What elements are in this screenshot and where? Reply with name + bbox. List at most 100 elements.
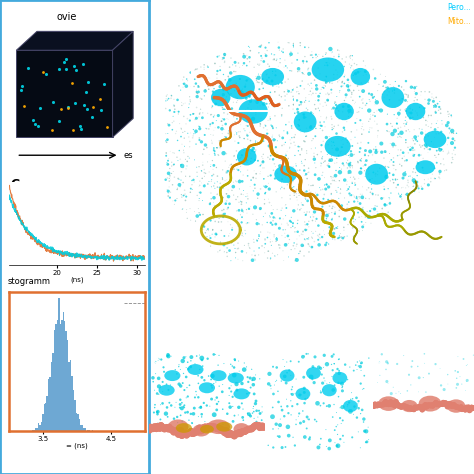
Point [332,146,340,153]
Point [336,47,343,55]
Point [356,228,363,235]
Point [201,85,209,93]
Point [411,107,419,115]
Point [243,190,251,197]
Point [182,197,189,204]
Point [444,141,451,148]
Point [396,151,404,159]
Point [64,104,71,112]
Point [299,69,306,76]
Point [329,149,337,156]
Point [193,89,201,96]
Point [358,359,365,366]
Point [255,79,263,86]
Point [234,255,242,263]
Point [333,93,341,100]
Point [267,255,274,262]
Point [282,226,289,233]
Point [154,410,161,418]
Point [346,161,353,169]
Point [301,156,309,164]
Point [275,433,283,440]
Point [213,71,221,78]
Point [179,128,187,136]
Point [225,131,233,138]
Point [310,379,318,386]
Point [340,162,347,170]
Point [417,143,425,151]
Point [280,64,288,71]
Point [216,63,224,70]
Point [266,100,273,108]
Point [374,171,381,178]
Point [322,91,330,98]
Point [411,83,419,91]
Point [298,177,305,185]
Point [349,97,356,104]
Point [402,191,410,199]
Point [226,370,234,378]
Point [289,92,297,100]
Point [195,182,203,190]
Point [34,122,42,130]
Point [330,225,338,233]
Point [287,48,295,55]
Point [417,91,425,99]
Point [236,155,244,162]
Point [236,367,243,375]
Point [227,54,235,62]
Point [264,228,272,236]
Point [344,164,351,172]
Point [331,381,338,389]
Point [323,443,330,450]
Point [249,381,257,389]
Point [302,132,310,140]
Point [316,441,324,448]
Point [239,171,247,179]
Point [283,128,291,136]
Point [391,111,398,118]
Point [438,128,445,136]
Point [267,140,274,148]
Point [328,121,336,128]
Point [291,109,299,117]
Point [332,56,339,64]
Point [332,66,340,74]
Point [276,162,284,170]
Point [213,213,220,220]
Point [315,234,323,242]
Point [61,58,68,65]
Point [328,361,335,368]
Point [402,127,410,135]
Point [316,234,324,242]
Point [330,123,338,130]
Point [259,157,267,165]
Point [279,168,287,176]
Point [250,375,257,383]
Point [254,103,262,111]
Point [325,160,332,168]
Point [205,85,212,93]
Ellipse shape [406,103,425,120]
Point [176,183,184,191]
Point [191,404,198,412]
Point [228,226,236,234]
Point [311,123,319,130]
Point [343,159,350,166]
Point [225,232,232,240]
Point [291,189,299,197]
Point [334,78,341,86]
Point [395,191,402,198]
Point [244,110,251,118]
Point [405,126,412,134]
Point [192,115,200,122]
Point [292,88,300,96]
Bar [79,419,80,431]
Point [195,195,203,202]
Point [312,82,320,89]
Point [388,156,395,164]
Point [266,92,274,100]
Point [225,180,232,187]
Point [165,95,173,102]
Point [356,104,364,111]
